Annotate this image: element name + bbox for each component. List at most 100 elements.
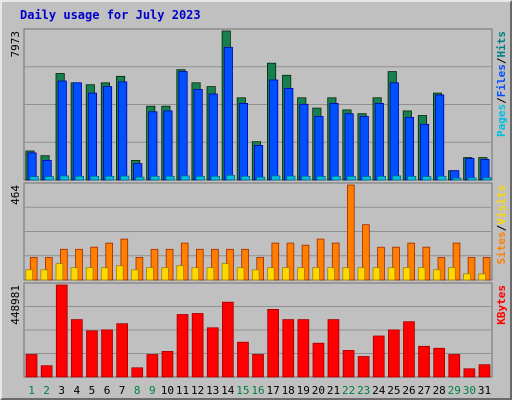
bar-files-day-15 bbox=[238, 103, 249, 181]
x-tick-label-13: 13 bbox=[206, 384, 219, 397]
x-tick-label-31: 31 bbox=[478, 384, 491, 397]
bar-kbytes-day-19 bbox=[297, 319, 310, 378]
bar-pages-day-11 bbox=[180, 175, 190, 181]
bar-sites-day-11 bbox=[176, 265, 185, 281]
bar-sites-day-13 bbox=[206, 267, 215, 281]
bar-files-day-25 bbox=[389, 82, 399, 181]
bar-files-day-28 bbox=[435, 94, 445, 181]
bar-sites-day-7 bbox=[116, 265, 124, 281]
bar-kbytes-day-26 bbox=[403, 321, 415, 378]
bar-visits-day-25 bbox=[392, 246, 400, 281]
bar-files-day-24 bbox=[374, 103, 384, 181]
x-tick-label-7: 7 bbox=[119, 384, 126, 397]
bar-pages-day-22 bbox=[346, 175, 356, 181]
bar-sites-day-26 bbox=[402, 267, 411, 281]
y-max-label-visits_sites: 464 bbox=[9, 185, 22, 205]
x-tick-label-20: 20 bbox=[312, 384, 325, 397]
bar-kbytes-day-24 bbox=[372, 335, 385, 378]
bar-sites-day-24 bbox=[372, 267, 381, 281]
y-max-label-kbytes: 448981 bbox=[9, 285, 22, 325]
legend-entry: / bbox=[495, 97, 508, 104]
legend-kbytes: KBytes bbox=[495, 285, 508, 325]
bar-visits-day-23 bbox=[362, 224, 370, 281]
bar-visits-day-1 bbox=[29, 257, 38, 281]
bar-pages-day-6 bbox=[105, 175, 115, 181]
x-tick-label-25: 25 bbox=[387, 384, 400, 397]
bar-visits-day-17 bbox=[271, 242, 280, 281]
bar-sites-day-19 bbox=[297, 267, 305, 281]
bar-sites-day-16 bbox=[251, 269, 260, 281]
bar-sites-day-23 bbox=[357, 267, 366, 281]
bar-visits-day-24 bbox=[377, 246, 385, 281]
bar-kbytes-day-13 bbox=[206, 327, 219, 378]
bar-pages-day-30 bbox=[467, 177, 477, 181]
bar-files-day-5 bbox=[87, 92, 98, 181]
bar-kbytes-day-2 bbox=[40, 365, 53, 378]
bar-kbytes-day-12 bbox=[191, 313, 204, 378]
bar-files-day-6 bbox=[103, 86, 113, 181]
bar-visits-day-8 bbox=[135, 257, 144, 281]
bar-files-day-10 bbox=[163, 110, 173, 181]
bar-pages-day-18 bbox=[286, 175, 296, 181]
bar-files-day-21 bbox=[329, 103, 339, 181]
bar-files-day-12 bbox=[193, 89, 203, 181]
bar-visits-day-11 bbox=[180, 242, 189, 281]
bar-pages-day-7 bbox=[120, 175, 130, 181]
bar-kbytes-day-25 bbox=[387, 329, 400, 378]
x-tick-label-26: 26 bbox=[402, 384, 415, 397]
x-tick-label-19: 19 bbox=[297, 384, 310, 397]
bar-pages-day-25 bbox=[391, 175, 402, 181]
bar-visits-day-2 bbox=[45, 257, 53, 281]
x-tick-label-30: 30 bbox=[463, 384, 476, 397]
bar-kbytes-day-4 bbox=[71, 319, 83, 378]
bar-pages-day-15 bbox=[240, 175, 251, 181]
bar-kbytes-day-23 bbox=[357, 356, 370, 378]
bar-sites-day-17 bbox=[266, 267, 275, 281]
bar-kbytes-day-27 bbox=[418, 345, 430, 378]
x-tick-label-29: 29 bbox=[448, 384, 461, 397]
bar-sites-day-31 bbox=[478, 273, 486, 281]
bar-kbytes-day-31 bbox=[478, 364, 491, 378]
bar-kbytes-day-5 bbox=[86, 330, 98, 378]
legend-entry: / bbox=[495, 224, 508, 231]
bar-pages-day-21 bbox=[331, 175, 341, 181]
bar-kbytes-day-8 bbox=[131, 367, 144, 378]
bar-kbytes-day-3 bbox=[55, 284, 68, 378]
x-tick-label-16: 16 bbox=[251, 384, 264, 397]
x-tick-label-4: 4 bbox=[73, 384, 80, 397]
bar-sites-day-14 bbox=[221, 263, 230, 281]
bar-sites-day-2 bbox=[40, 269, 49, 281]
bar-kbytes-day-30 bbox=[463, 368, 476, 378]
bar-visits-day-12 bbox=[195, 248, 204, 281]
bar-visits-day-7 bbox=[120, 238, 129, 281]
x-tick-label-9: 9 bbox=[149, 384, 156, 397]
x-tick-label-27: 27 bbox=[417, 384, 430, 397]
bar-pages-day-20 bbox=[316, 175, 326, 181]
bar-sites-day-29 bbox=[448, 267, 456, 281]
bar-visits-day-21 bbox=[331, 242, 340, 281]
legend-entry: Pages bbox=[495, 104, 508, 137]
bar-kbytes-day-1 bbox=[25, 354, 38, 378]
bar-files-day-23 bbox=[359, 116, 369, 181]
bar-files-day-19 bbox=[299, 103, 309, 181]
bar-visits-day-27 bbox=[422, 246, 431, 281]
bar-pages-day-9 bbox=[150, 175, 160, 181]
bar-sites-day-27 bbox=[417, 267, 426, 281]
bar-kbytes-day-6 bbox=[101, 329, 113, 378]
legend-visits_sites: Sites/Visits bbox=[495, 185, 508, 265]
bar-kbytes-day-15 bbox=[237, 341, 249, 378]
x-tick-label-3: 3 bbox=[58, 384, 65, 397]
bar-sites-day-22 bbox=[342, 267, 350, 281]
legend-entry: Sites bbox=[495, 231, 508, 264]
bar-sites-day-4 bbox=[70, 267, 79, 281]
bar-files-day-1 bbox=[27, 152, 37, 181]
bar-pages-day-13 bbox=[210, 175, 220, 181]
bar-files-day-14 bbox=[223, 46, 233, 181]
bar-kbytes-day-17 bbox=[267, 308, 280, 378]
bar-sites-day-10 bbox=[161, 267, 169, 281]
bar-visits-day-28 bbox=[437, 257, 446, 281]
bar-pages-day-14 bbox=[225, 174, 236, 181]
bar-pages-day-5 bbox=[90, 175, 100, 181]
bar-visits-day-10 bbox=[165, 248, 174, 281]
